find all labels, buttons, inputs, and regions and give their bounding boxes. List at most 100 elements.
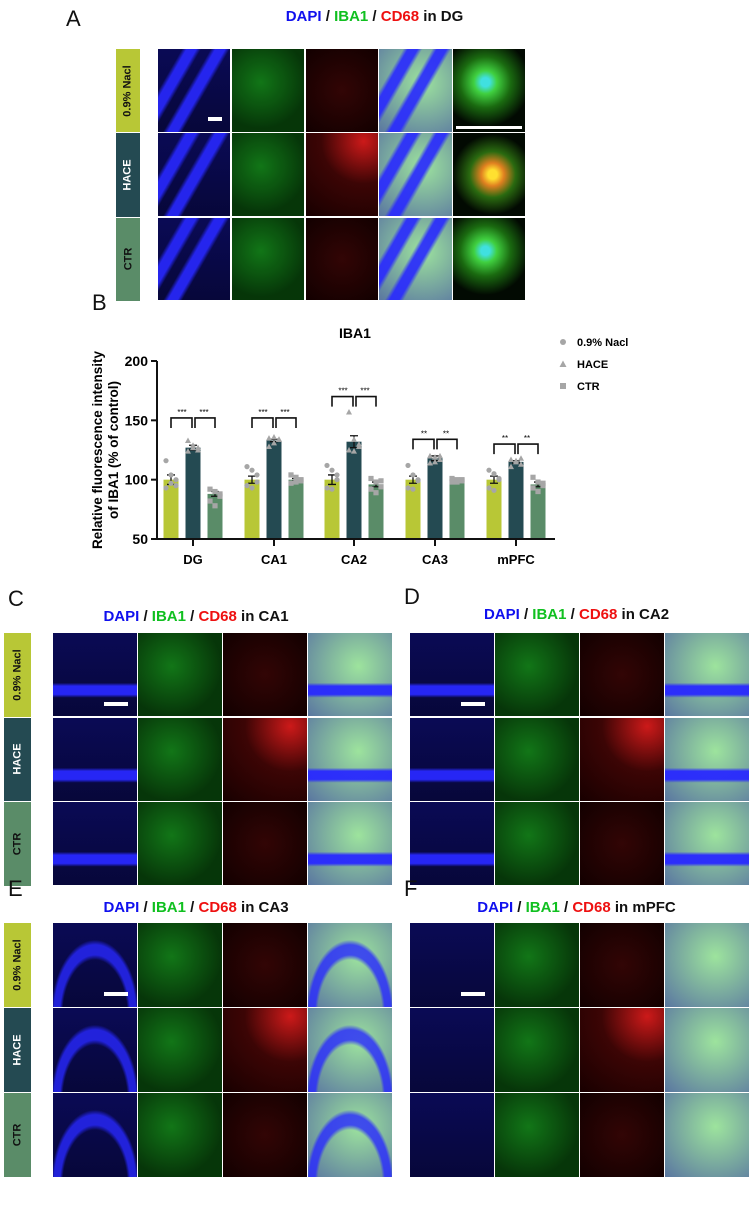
row-label-hace: HACE [116,133,140,217]
data-point [324,485,330,491]
image-zoom-ctr [453,217,526,301]
image-cd68-nacl [223,633,307,716]
scale-bar-zoom [456,126,522,130]
title-sep1: / [513,899,526,916]
data-point [249,467,255,473]
row-label-text: 0.9% Nacl [11,939,24,991]
data-point [454,479,460,485]
data-point [486,485,492,491]
significance-stars: *** [338,387,347,396]
bar-09nacl-dg [163,479,179,539]
legend-label: HACE [577,359,608,371]
row-label-text: HACE [11,1034,24,1066]
image-cd68-nacl [223,923,307,1007]
title-cd68: CD68 [198,899,237,916]
data-point [459,477,465,483]
image-dapi-hace [53,1008,137,1092]
image-cd68-nacl [580,923,664,1007]
data-point [271,439,277,446]
legend-marker-square [560,383,566,389]
image-merge-nacl [308,633,392,716]
data-point [217,491,223,497]
title-iba1: IBA1 [151,608,186,625]
bar-ctr-ca2 [368,484,384,539]
data-point [373,479,379,485]
data-point [540,480,546,486]
data-point [207,486,213,492]
x-tick-label-mpfc: mPFC [497,552,535,567]
data-point [508,463,514,470]
title-sep1: / [321,8,335,25]
image-iba1-hace [138,717,222,801]
data-point [508,456,514,462]
x-tick-label-ca2: CA2 [341,552,367,567]
legend-label: 0.9% Nacl [577,337,628,349]
significance-bracket [170,417,216,428]
y-axis-label: Relative fluorescence intensity [90,350,105,549]
bar-ctr-ca3 [449,480,465,539]
title-iba1: IBA1 [334,8,369,25]
significance-bracket [251,417,297,428]
image-iba1-ctr [138,802,222,885]
title-dapi: DAPI [103,899,140,916]
row-label-text: HACE [122,159,135,191]
image-dapi-hace [410,717,494,801]
data-point [195,444,201,451]
title-iba1: IBA1 [151,899,186,916]
image-iba1-nacl [495,633,579,716]
data-point [329,486,335,492]
data-point [329,467,335,473]
panel-letter-e: E [8,876,23,901]
title-sep1: / [139,899,152,916]
data-point [491,487,497,493]
image-cd68-ctr [580,1093,664,1177]
image-merge-hace [308,1008,392,1092]
title-iba1: IBA1 [532,606,567,623]
significance-bracket [412,438,458,450]
data-point [432,454,438,460]
data-point [271,433,277,440]
data-point [535,488,541,495]
image-dapi-ctr [158,217,231,301]
image-dapi-hace [158,133,231,217]
image-cd68-nacl [580,633,664,716]
bar-09nacl-mpfc [486,479,502,539]
legend-label: CTR [577,381,600,393]
data-point [334,472,340,478]
title-sep2: / [559,899,573,916]
bar-hace-ca1 [266,440,282,539]
title-cd68: CD68 [572,899,611,916]
data-point [244,464,250,470]
data-point [432,458,438,465]
title-region: in CA1 [236,608,289,625]
data-point [410,486,416,492]
data-point [437,452,443,459]
data-point [163,485,169,491]
scale-bar [461,701,485,706]
row-label-ctr: CTR [4,802,31,886]
image-iba1-ctr [231,217,305,301]
data-point [266,435,272,441]
data-point [276,436,282,442]
image-iba1-ctr [138,1093,222,1177]
image-merge-hace [308,717,392,801]
panel-letter-f: F [404,876,418,901]
image-dapi-ctr [410,1093,494,1177]
title-sep2: / [185,608,199,625]
image-merge-hace [665,1008,749,1092]
image-iba1-hace [231,133,305,217]
bar-09nacl-ca2 [324,479,340,539]
data-point [288,480,294,486]
data-point [356,443,362,449]
significance-stars: *** [280,408,289,417]
panel-title: DAPI / IBA1 / CD68 in DG [0,8,749,25]
data-point [346,447,352,453]
image-merge-nacl [308,923,392,1007]
title-region: in DG [419,8,464,25]
title-dapi: DAPI [285,8,322,25]
title-cd68: CD68 [579,606,618,623]
row-label-text: 0.9% Nacl [11,649,24,701]
data-point [486,467,492,473]
image-cd68-ctr [305,217,378,301]
